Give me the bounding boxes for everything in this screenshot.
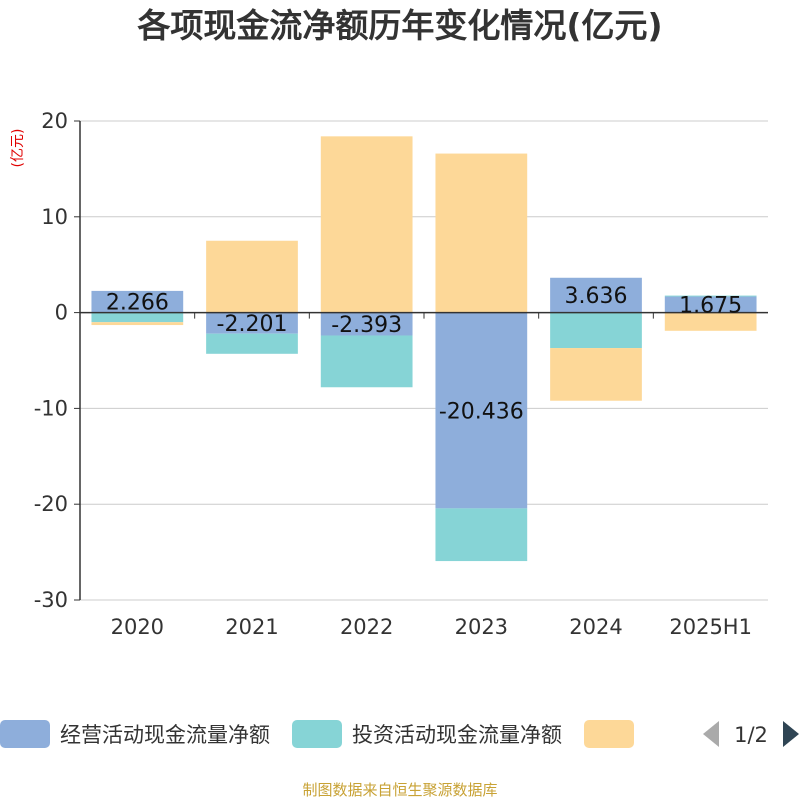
data-labels-layer: 2.266 -2.201 -2.393 -20.436 3.636 1.675: [106, 284, 742, 424]
y-tick-label: -30: [34, 588, 68, 612]
legend-swatch-3: [584, 720, 634, 748]
x-category-label: 2023: [455, 615, 508, 639]
y-tick-label: -10: [34, 396, 68, 420]
bar-s3-2024: [550, 348, 642, 401]
data-label: 2.266: [106, 291, 169, 316]
bar-s2-2020: [91, 312, 184, 323]
bar-s3-2021: [206, 240, 298, 313]
data-label: -20.436: [439, 399, 524, 424]
legend-label: 经营活动现金流量净额: [60, 723, 270, 747]
bar-s2-2023: [435, 508, 528, 562]
data-label: -2.393: [331, 313, 402, 338]
y-axis-unit: (亿元): [10, 129, 26, 168]
bar-s3-2023: [435, 153, 528, 313]
bar-s3-2022: [320, 136, 413, 313]
bar-s1-2025H1: [664, 296, 757, 313]
bar-s3-2020: [91, 322, 184, 326]
bar-s2-2021: [206, 333, 298, 354]
chart-title: 各项现金流净额历年变化情况(亿元): [136, 6, 662, 45]
data-label: 3.636: [565, 284, 628, 309]
bar-s1-2020: [91, 290, 184, 313]
axes-layer: 20 10 0 -10 -20 -30 2020 2021 2022 2023 2024 2025H1: [34, 109, 768, 639]
bar-s1-2022: [320, 312, 413, 336]
legend-swatch-2: [292, 720, 342, 748]
legend-prev-page-icon[interactable]: [703, 721, 719, 747]
bar-s3-2025H1: [664, 312, 757, 331]
legend-page-indicator: 1/2: [734, 723, 768, 747]
legend-label: 投资活动现金流量净额: [352, 723, 562, 747]
bars-layer: [91, 136, 757, 562]
x-category-label: 2022: [340, 615, 393, 639]
legend: 经营活动现金流量净额 投资活动现金流量净额 1/2: [0, 720, 799, 748]
y-tick-label: -20: [34, 492, 68, 516]
y-tick-label: 20: [41, 109, 68, 133]
data-source-footer: 制图数据来自恒生聚源数据库: [302, 781, 497, 799]
bar-s1-2023: [435, 312, 528, 509]
bar-s2-2024: [550, 312, 642, 349]
x-category-label: 2020: [111, 615, 164, 639]
y-tick-label: 0: [55, 301, 68, 325]
y-tick-label: 10: [41, 205, 68, 229]
x-category-label: 2021: [225, 615, 278, 639]
bar-s2-2022: [320, 335, 413, 388]
bar-s1-2024: [550, 277, 642, 313]
grid-lines: [80, 120, 768, 601]
legend-swatch-1: [0, 720, 50, 748]
legend-next-page-icon[interactable]: [783, 721, 799, 747]
data-label: 1.675: [679, 294, 742, 319]
x-category-label: 2024: [569, 615, 622, 639]
bar-s2-2025H1: [664, 295, 757, 297]
x-category-label: 2025H1: [669, 615, 752, 639]
bar-s1-2021: [206, 312, 298, 334]
data-label: -2.201: [217, 312, 288, 337]
